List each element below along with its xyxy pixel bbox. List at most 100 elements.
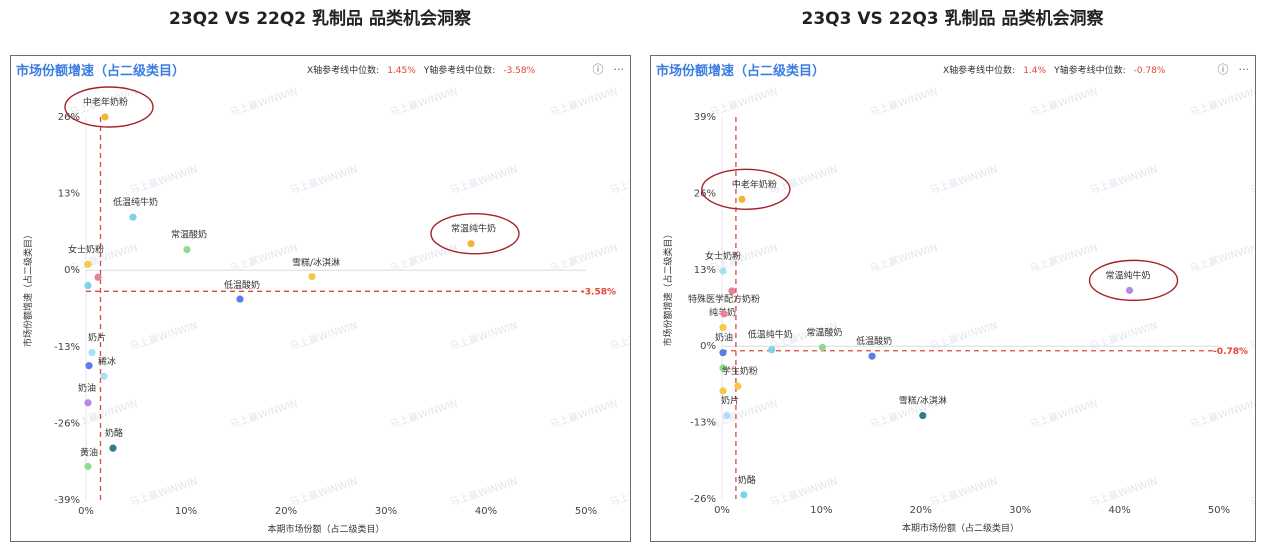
watermark-text: 马上赢WINWIN [388, 85, 459, 119]
info-icon[interactable]: ⓘ [592, 63, 604, 76]
watermark-text: 马上赢WINWIN [128, 163, 199, 197]
watermark-text: 马上赢WINWIN [1188, 241, 1255, 275]
y-axis-title: 市场份额增速（占二级类目） [662, 229, 674, 346]
data-point-label: 中老年奶粉 [732, 178, 777, 190]
y-reference-tag: -3.58% [581, 287, 616, 297]
data-point [868, 352, 876, 360]
watermark-text: 马上赢WINWIN [768, 163, 839, 197]
panel-title: 市场份额增速（占二级类目） [16, 64, 186, 79]
x-tick-label: 20% [275, 506, 297, 517]
x-tick-label: 10% [175, 506, 197, 517]
data-point-label: 奶片 [721, 395, 739, 407]
y-tick-label: 13% [58, 189, 80, 200]
data-point [738, 195, 746, 203]
data-point [84, 281, 92, 290]
data-point [719, 267, 727, 275]
data-point [94, 273, 102, 281]
x-tick-label: 40% [475, 506, 497, 517]
watermark-layer: 马上赢WINWIN 马上赢WINWIN 马上赢WINWIN 马上赢WINWIN 马上赢W… [68, 85, 630, 509]
scatter-chart: 马上赢WINWIN 马上赢WINWIN 马上赢WINWIN 马上赢WINWIN 马上赢W… [662, 85, 1255, 534]
data-point-label: 低温纯牛奶 [748, 329, 793, 341]
watermark-text: 马上赢WINWIN [1188, 85, 1255, 119]
highlight-ellipse [701, 168, 791, 210]
data-point [734, 382, 742, 390]
y-ref-label: Y轴参考线中位数: [423, 66, 496, 76]
data-point [719, 387, 727, 395]
x-ref-label: X轴参考线中位数: [943, 66, 1016, 76]
data-point [818, 343, 826, 351]
data-point-label: 奶片 [88, 332, 106, 344]
data-point-label: 特殊医学配方奶粉 [688, 293, 760, 305]
watermark-text: 马上赢WINWIN [708, 397, 779, 431]
x-ref-label: X轴参考线中位数: [307, 66, 380, 76]
watermark-text: 马上赢WINWIN [228, 85, 299, 119]
x-tick-label: 10% [810, 505, 832, 516]
y-ref-value: -3.58% [503, 66, 536, 76]
data-point-label: 奶油 [78, 382, 96, 394]
data-point [308, 273, 316, 281]
x-tick-label: 30% [375, 506, 397, 517]
highlight-ellipse [1088, 259, 1179, 302]
watermark-text: 马上赢WINWIN [1248, 163, 1255, 197]
page-title-q3: 23Q3 VS 22Q3 乳制品 品类机会洞察 [801, 9, 1104, 29]
y-tick-label: 0% [700, 341, 716, 352]
data-point [919, 411, 927, 420]
data-point [88, 349, 96, 357]
data-point [101, 113, 109, 121]
x-tick-label: 20% [910, 505, 932, 516]
y-tick-label: -13% [690, 418, 716, 429]
x-axis-title: 本期市场份额（占二级类目） [902, 522, 1019, 534]
info-icon[interactable]: ⓘ [1217, 63, 1229, 76]
data-point-label: 常温酸奶 [806, 326, 842, 338]
data-point [100, 372, 108, 380]
data-point-label: 奶酪 [105, 427, 123, 439]
data-point [129, 213, 137, 221]
watermark-text: 马上赢WINWIN [1028, 397, 1099, 431]
data-point-label: 奶油 [715, 332, 733, 344]
data-point [728, 287, 736, 295]
y-tick-label: 0% [64, 265, 80, 276]
x-tick-label: 50% [575, 506, 597, 517]
y-tick-label: -26% [690, 494, 716, 505]
watermark-text: 马上赢WINWIN [1028, 85, 1099, 119]
watermark-text: 马上赢WINWIN [448, 319, 519, 353]
y-reference-tag: -0.78% [1213, 347, 1248, 357]
y-tick-label: 39% [694, 112, 716, 123]
data-point [109, 444, 117, 452]
data-point-label: 稀冰 [98, 355, 116, 367]
watermark-text: 马上赢WINWIN [128, 475, 199, 509]
y-tick-label: 13% [694, 265, 716, 276]
panel-header: 市场份额增速（占二级类目） X轴参考线中位数: 1.45% Y轴参考线中位数: -3.… [11, 56, 630, 80]
highlight-ellipse [64, 86, 154, 128]
watermark-text: 马上赢WINWIN [708, 85, 779, 119]
watermark-text: 马上赢WINWIN [868, 85, 939, 119]
watermark-text: 马上赢WINWIN [608, 319, 630, 353]
watermark-text: 马上赢WINWIN [388, 397, 459, 431]
watermark-text: 马上赢WINWIN [1088, 475, 1159, 509]
watermark-text: 马上赢WINWIN [1088, 163, 1159, 197]
data-point [720, 310, 728, 318]
data-point [84, 462, 92, 471]
reference-info: X轴参考线中位数: 1.45% Y轴参考线中位数: -3.58% [307, 63, 543, 76]
data-point [740, 491, 748, 499]
watermark-text: 马上赢WINWIN [608, 163, 630, 197]
watermark-text: 马上赢WINWIN [228, 397, 299, 431]
watermark-text: 马上赢WINWIN [288, 475, 359, 509]
more-icon[interactable]: ··· [1238, 63, 1250, 76]
data-point [467, 240, 475, 248]
watermark-text: 马上赢WINWIN [288, 163, 359, 197]
data-point-label: 常温纯牛奶 [451, 223, 496, 235]
watermark-text: 马上赢WINWIN [548, 85, 619, 119]
data-point-label: 低温酸奶 [856, 335, 892, 347]
data-point-label: 低温酸奶 [224, 279, 260, 291]
watermark-text: 马上赢WINWIN [1248, 475, 1255, 509]
x-tick-label: 30% [1009, 505, 1031, 516]
watermark-text: 马上赢WINWIN [928, 163, 999, 197]
data-point-label: 黄油 [80, 446, 98, 458]
x-ref-value: 1.4% [1023, 66, 1047, 76]
x-tick-label: 0% [78, 506, 94, 517]
watermark-text: 马上赢WINWIN [1248, 319, 1255, 353]
y-tick-label: 26% [58, 112, 80, 123]
watermark-text: 马上赢WINWIN [1028, 241, 1099, 275]
more-icon[interactable]: ··· [613, 63, 625, 76]
